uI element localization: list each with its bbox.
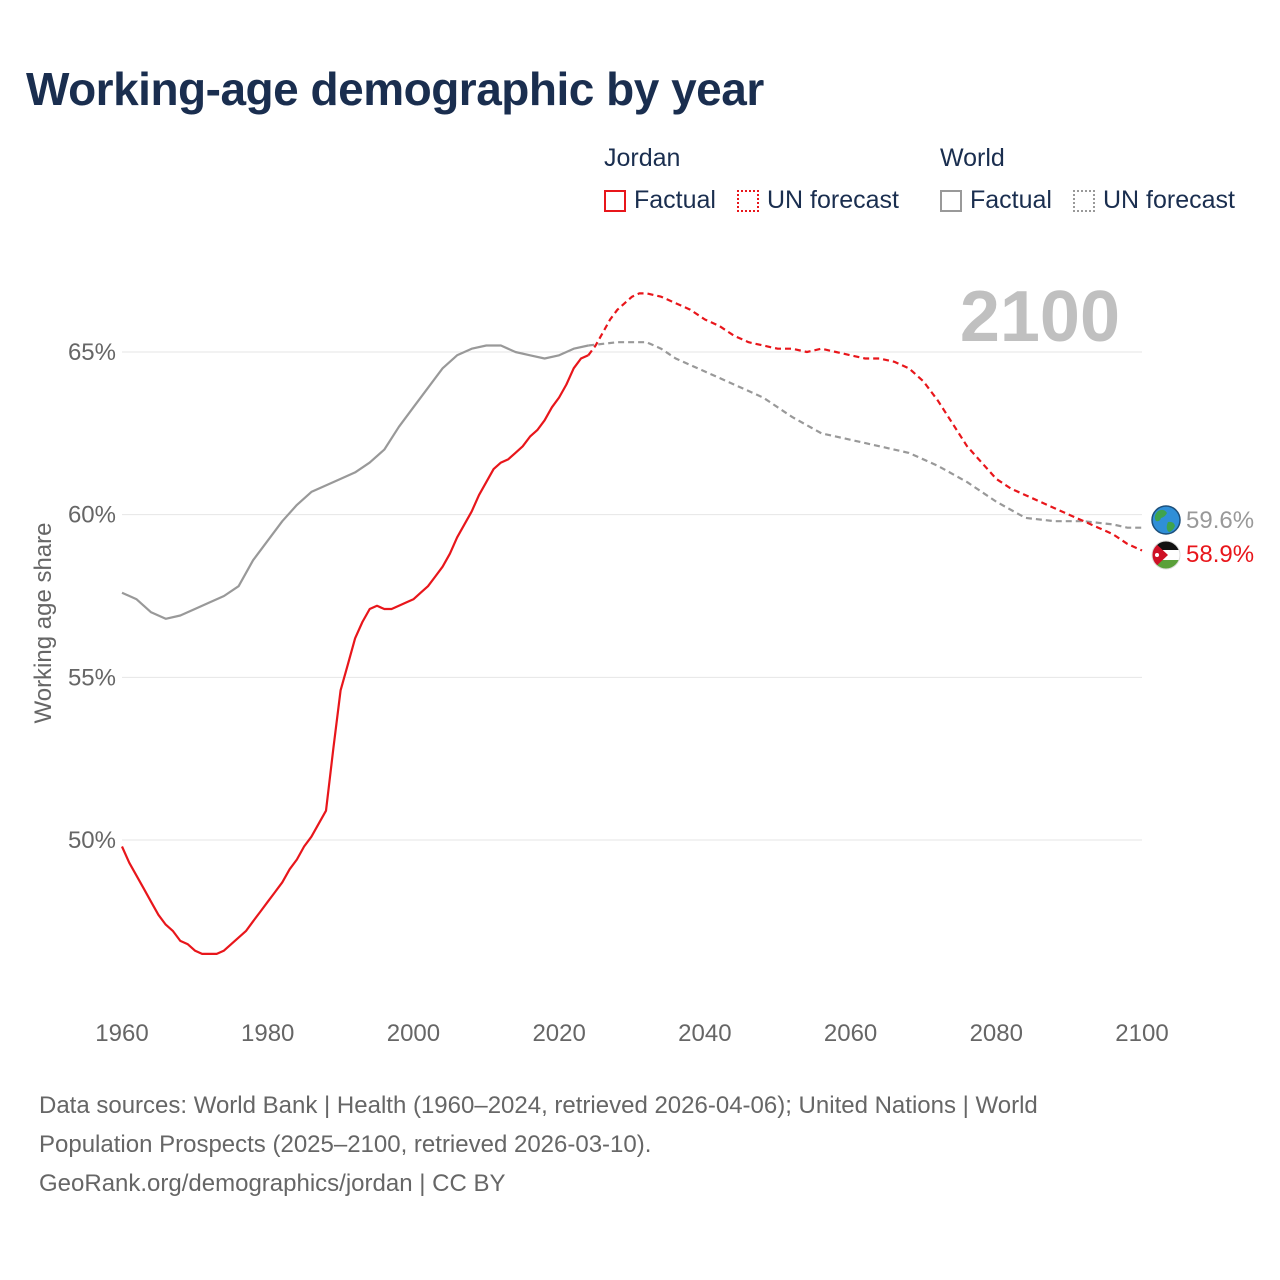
legend-jordan: Jordan Factual UN forecast	[604, 144, 924, 224]
legend-jordan-title: Jordan	[604, 144, 681, 172]
x-tick-label: 1980	[241, 1020, 294, 1047]
x-tick-label: 2060	[824, 1020, 877, 1047]
jordan-flag-icon	[1151, 540, 1181, 570]
world-un-forecast-line[interactable]	[588, 341, 1142, 529]
x-tick-label: 2020	[532, 1020, 585, 1047]
jordan-un-forecast-line[interactable]	[587, 292, 1143, 552]
y-tick-label: 60%	[68, 502, 116, 529]
x-tick-label: 2100	[1115, 1020, 1168, 1047]
legend-world-title: World	[940, 144, 1005, 172]
legend-label: Factual	[970, 186, 1052, 214]
legend-jordan-forecast[interactable]: UN forecast	[737, 186, 899, 215]
chart-title: Working-age demographic by year	[26, 63, 764, 115]
x-tick-label: 2040	[678, 1020, 731, 1047]
x-tick-label: 1960	[95, 1020, 148, 1047]
legend-world: World Factual UN forecast	[940, 144, 1260, 224]
sources-line-2: Population Prospects (2025–2100, retriev…	[39, 1131, 652, 1158]
legend-world-forecast[interactable]: UN forecast	[1073, 186, 1235, 215]
y-tick-label: 50%	[68, 827, 116, 854]
legend-label: Factual	[634, 186, 716, 214]
legend-world-factual[interactable]: Factual	[940, 186, 1052, 215]
legend-swatch-dotted-icon	[737, 189, 759, 212]
data-sources: Data sources: World Bank | Health (1960–…	[39, 1086, 1239, 1203]
year-watermark: 2100	[960, 277, 1120, 357]
world-end-label: 59.6%	[1186, 507, 1254, 534]
y-tick-label: 65%	[68, 339, 116, 366]
globe-icon	[1151, 505, 1181, 535]
world-factual-line[interactable]	[121, 344, 589, 620]
legend-jordan-factual[interactable]: Factual	[604, 186, 716, 215]
jordan-end-label: 58.9%	[1186, 541, 1254, 568]
legend-label: UN forecast	[1103, 186, 1235, 214]
line-chart: 2100 50% 55% 60% 65% 1960 1980 2000 2020 2040 20…	[30, 277, 1254, 1047]
y-tick-label: 55%	[68, 664, 116, 691]
legend-swatch-solid-icon	[604, 189, 626, 212]
x-tick-label: 2000	[387, 1020, 440, 1047]
sources-line-3: GeoRank.org/demographics/jordan | CC BY	[39, 1170, 506, 1197]
x-tick-label: 2080	[970, 1020, 1023, 1047]
legend-label: UN forecast	[767, 186, 899, 214]
legend-swatch-dotted-icon	[1073, 189, 1095, 212]
sources-line-1: Data sources: World Bank | Health (1960–…	[39, 1092, 1038, 1119]
y-axis-label: Working age share	[30, 523, 57, 724]
legend-swatch-solid-icon	[940, 189, 962, 212]
jordan-factual-line[interactable]	[120, 354, 589, 955]
